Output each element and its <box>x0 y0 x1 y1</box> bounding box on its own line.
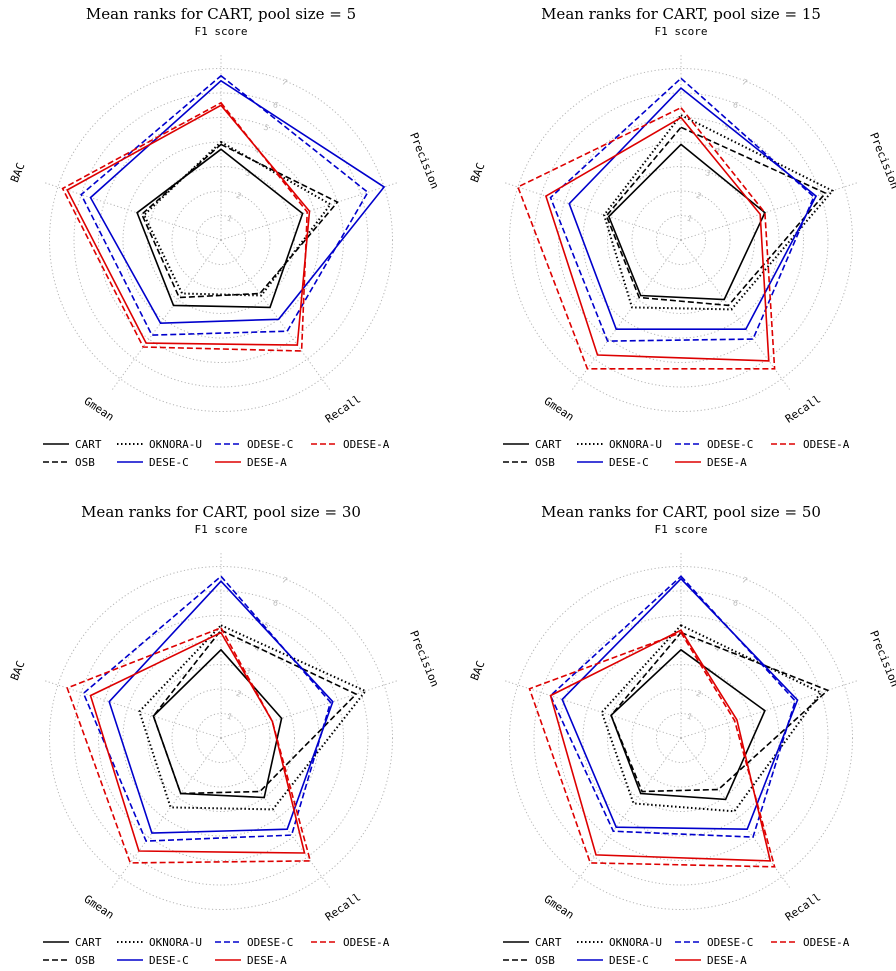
axis-label: BAC <box>8 659 27 682</box>
legend-entry: OKNORA-U <box>149 438 202 451</box>
series-cart <box>153 650 281 798</box>
series-odese-a <box>63 103 308 351</box>
legend-entry: OKNORA-U <box>609 936 662 949</box>
legend-entry: DESE-C <box>609 954 649 967</box>
chart-title: Mean ranks for CART, pool size = 5 <box>86 5 356 23</box>
series-dese-a <box>67 105 309 345</box>
legend-entry: DESE-A <box>707 456 747 469</box>
radial-tick-label: 7 <box>741 77 749 87</box>
axis-label: Recall <box>323 891 363 924</box>
series-dese-c <box>569 88 816 329</box>
radar-panel-2: Mean ranks for CART, pool size = 1512345… <box>468 5 896 469</box>
legend-entry: OSB <box>75 456 95 469</box>
axis-spoke <box>45 183 221 240</box>
series-odese-c <box>81 76 368 335</box>
radial-tick-label: 2 <box>235 689 243 699</box>
legend-entry: CART <box>75 936 102 949</box>
legend-entry: OKNORA-U <box>609 438 662 451</box>
axis-spoke <box>681 681 857 738</box>
chart-title: Mean ranks for CART, pool size = 15 <box>541 5 821 23</box>
series-odese-a <box>67 628 310 863</box>
legend-entry: DESE-A <box>707 954 747 967</box>
radial-tick-label: 2 <box>695 689 703 699</box>
axis-label: F1 score <box>195 523 248 536</box>
chart-title: Mean ranks for CART, pool size = 30 <box>81 503 361 521</box>
axis-spoke <box>505 183 681 240</box>
axis-label: Gmean <box>82 394 117 423</box>
legend-entry: CART <box>535 936 562 949</box>
axis-label: BAC <box>8 161 27 184</box>
axis-label: Precision <box>407 629 441 689</box>
radial-tick-label: 2 <box>695 191 703 201</box>
axis-label: BAC <box>468 161 487 184</box>
legend: CART OKNORA-U ODESE-C ODESE-A OSB DESE-C DESE-… <box>503 438 850 469</box>
series-osb <box>153 630 356 793</box>
axis-label: Gmean <box>82 892 117 921</box>
legend: CART OKNORA-U ODESE-C ODESE-A OSB DESE-C DESE-… <box>43 438 390 469</box>
axis-spoke <box>221 681 397 738</box>
axis-spoke <box>505 681 681 738</box>
legend-entry: CART <box>75 438 102 451</box>
legend-entry: ODESE-C <box>707 438 753 451</box>
series-dese-a <box>546 118 769 361</box>
legend-entry: ODESE-A <box>803 936 850 949</box>
radial-tick-label: 2 <box>235 191 243 201</box>
axis-spoke <box>45 681 221 738</box>
legend-entry: ODESE-C <box>247 438 293 451</box>
radar-panel-3: Mean ranks for CART, pool size = 30 1 2 3 4 5… <box>8 503 441 967</box>
axis-label: Recall <box>783 393 823 426</box>
legend-entry: ODESE-C <box>707 936 753 949</box>
radar-panel-4: Mean ranks for CART, pool size = 5012345… <box>468 503 896 967</box>
axis-label: Precision <box>407 131 441 191</box>
radial-tick-label: 7 <box>741 575 749 585</box>
radial-tick-label: 7 <box>281 77 289 87</box>
legend-entry: DESE-A <box>247 954 287 967</box>
axis-spoke <box>681 240 790 390</box>
axis-spoke <box>221 240 330 390</box>
axis-label: F1 score <box>655 25 708 38</box>
legend-entry: DESE-C <box>149 954 189 967</box>
radial-tick-label: 6 <box>731 100 739 110</box>
radial-tick-label: 6 <box>271 100 279 110</box>
legend-entry: DESE-C <box>149 456 189 469</box>
series-oknora-u <box>144 142 330 296</box>
radial-tick-label: 7 <box>281 575 289 585</box>
legend-entry: ODESE-C <box>247 936 293 949</box>
legend-entry: ODESE-A <box>343 438 390 451</box>
legend: CART OKNORA-U ODESE-C ODESE-A OSB DESE-C DESE-… <box>503 936 850 967</box>
series-cart <box>611 650 765 800</box>
axis-label: Recall <box>323 393 363 426</box>
axis-spoke <box>112 240 221 390</box>
axis-label: Recall <box>783 891 823 924</box>
chart-title: Mean ranks for CART, pool size = 50 <box>541 503 821 521</box>
axis-label: Gmean <box>542 892 577 921</box>
radial-tick-label: 6 <box>731 598 739 608</box>
legend-entry: OSB <box>75 954 95 967</box>
axis-label: F1 score <box>195 25 248 38</box>
series-osb <box>611 633 828 792</box>
legend-entry: OSB <box>535 954 555 967</box>
axis-label: F1 score <box>655 523 708 536</box>
series-dese-c <box>562 579 797 829</box>
legend-entry: DESE-C <box>609 456 649 469</box>
axis-label: BAC <box>468 659 487 682</box>
axis-label: Precision <box>867 131 896 191</box>
legend-entry: ODESE-A <box>343 936 390 949</box>
axis-label: Gmean <box>542 394 577 423</box>
legend: CART OKNORA-U ODESE-C ODESE-A OSB DESE-C DESE-… <box>43 936 390 967</box>
axis-label: Precision <box>867 629 896 689</box>
radial-tick-label: 6 <box>271 598 279 608</box>
legend-entry: OKNORA-U <box>149 936 202 949</box>
axis-spoke <box>681 183 857 240</box>
legend-entry: OSB <box>535 456 555 469</box>
legend-entry: CART <box>535 438 562 451</box>
radar-panel-1: Mean ranks for CART, pool size = 5123456… <box>8 5 441 469</box>
legend-entry: ODESE-A <box>803 438 850 451</box>
legend-entry: DESE-A <box>247 456 287 469</box>
